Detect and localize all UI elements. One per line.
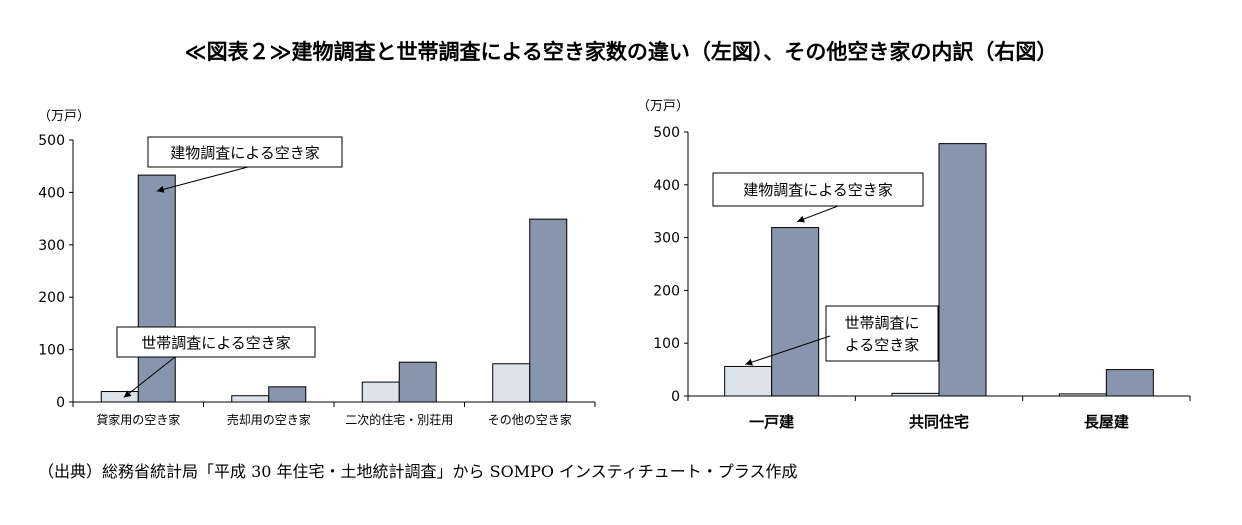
x-category-label: 二次的住宅・別荘用 (345, 412, 453, 427)
x-category-label: 貸家用の空き家 (96, 412, 180, 427)
callout-label: 世帯調査に (844, 314, 919, 332)
bar-building-survey (268, 386, 307, 403)
x-category-label: 売却用の空き家 (227, 412, 311, 427)
y-tick-label: 400 (38, 185, 65, 201)
bar-building-survey (771, 227, 820, 397)
y-tick-label: 0 (56, 395, 65, 411)
bar-household-survey (724, 365, 773, 397)
right-chart: （万戸） 0 100 200 300 400 500 一戸建 共同住宅 長屋建 建物調査による空き家… (637, 99, 1191, 431)
callout-label: 建物調査による空き家 (170, 144, 320, 162)
y-tick-label: 100 (38, 343, 65, 359)
y-tick-label: 400 (653, 178, 680, 194)
callout-arrowhead (797, 215, 805, 223)
y-tick-label: 200 (653, 283, 680, 299)
y-tick-label: 500 (653, 125, 680, 141)
y-tick-label: 300 (653, 231, 680, 247)
callout-label: よる空き家 (845, 336, 920, 354)
callout-box (147, 136, 343, 168)
callout-leader (745, 335, 831, 365)
y-tick-label: 500 (38, 133, 65, 149)
bar-building-survey (529, 218, 568, 403)
y-unit-label: （万戸） (637, 99, 689, 114)
y-unit-label: （万戸） (38, 109, 90, 124)
bar-building-survey (398, 361, 437, 403)
figure-title: ≪図表２≫建物調査と世帯調査による空き家数の違い（左図）、その他空き家の内訳（右… (184, 40, 1058, 64)
bar-household-survey (891, 392, 940, 397)
x-category-label: 共同住宅 (909, 413, 969, 431)
callout-arrowhead (745, 358, 753, 366)
x-category-label: 長屋建 (1084, 413, 1130, 431)
callout-box (825, 305, 939, 362)
callout-arrowhead (156, 185, 165, 193)
callout-leader (123, 356, 176, 398)
bar-building-survey (137, 174, 176, 403)
source-note: （出典）総務省統計局「平成 30 年住宅・土地統計調査」から SOMPO インス… (38, 462, 798, 481)
callout-leader (796, 205, 839, 223)
y-tick-label: 0 (671, 389, 680, 405)
callout-label: 世帯調査による空き家 (141, 334, 291, 352)
y-tick-label: 100 (653, 336, 680, 352)
left-chart: （万戸） 0 100 200 300 400 500 貸家用の空き家 売却用の空き家 二次的住宅・… (38, 109, 596, 427)
bar-household-survey (1058, 393, 1107, 397)
callout-box (712, 172, 924, 207)
y-tick-label: 200 (38, 290, 65, 306)
bar-household-survey (100, 391, 139, 403)
x-category-label: 一戸建 (749, 413, 795, 431)
bar-household-survey (361, 381, 400, 403)
callout-leader (156, 166, 249, 192)
bar-building-survey (938, 143, 987, 397)
x-category-label: その他の空き家 (488, 412, 572, 427)
bar-household-survey (492, 363, 531, 403)
bar-household-survey (231, 395, 270, 403)
y-tick-label: 300 (38, 238, 65, 254)
callout-box (116, 326, 316, 358)
bar-building-survey (1105, 369, 1154, 397)
callout-arrowhead (123, 390, 132, 398)
callout-label: 建物調査による空き家 (743, 181, 893, 199)
